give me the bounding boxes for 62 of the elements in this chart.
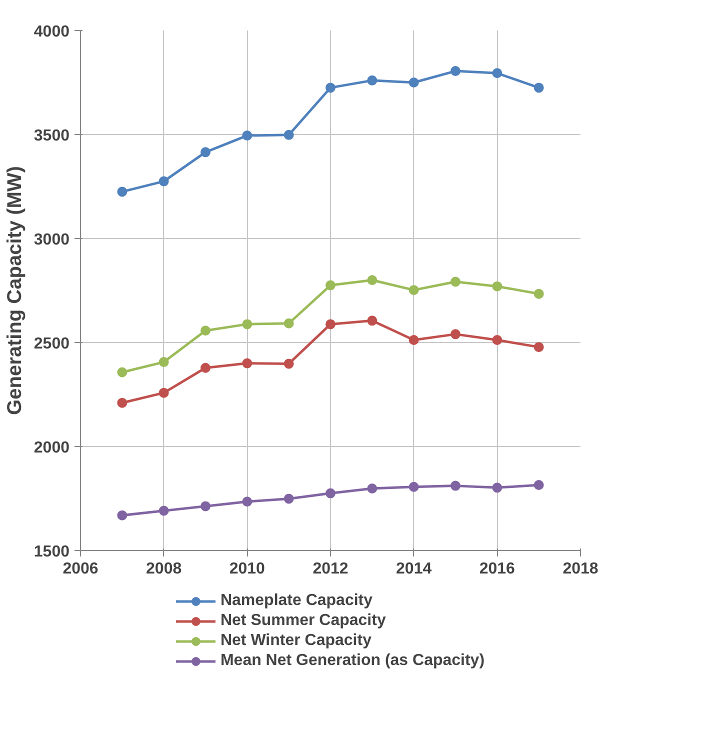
point xyxy=(242,130,252,141)
point xyxy=(492,281,502,292)
point xyxy=(450,66,460,76)
y-axis-title: Generating Capacity (MW) xyxy=(4,166,26,415)
point xyxy=(326,319,336,330)
point xyxy=(158,357,169,368)
x-tick-label: 2012 xyxy=(312,560,348,578)
point xyxy=(117,398,128,408)
point xyxy=(158,506,169,516)
point xyxy=(534,480,544,490)
point xyxy=(200,147,210,158)
x-tick-label: 2008 xyxy=(146,560,182,578)
x-tick-label: 2006 xyxy=(62,560,98,578)
x-tick-label: 2010 xyxy=(229,560,266,578)
point xyxy=(200,326,210,336)
point xyxy=(367,484,378,494)
point xyxy=(242,319,252,330)
y-tick-label: 2000 xyxy=(34,440,70,456)
y-tick-label: 1500 xyxy=(34,544,70,560)
y-tick-label: 4000 xyxy=(34,24,70,40)
point xyxy=(326,82,336,93)
point xyxy=(367,275,378,286)
point xyxy=(492,68,502,78)
point xyxy=(117,367,128,378)
point xyxy=(326,488,336,498)
point xyxy=(158,388,169,398)
point xyxy=(367,316,378,326)
point xyxy=(158,176,169,186)
point xyxy=(450,480,460,491)
x-tick-label: 2016 xyxy=(479,560,516,578)
point xyxy=(326,280,336,290)
point xyxy=(367,75,378,86)
point xyxy=(200,362,210,373)
point xyxy=(284,318,294,328)
point xyxy=(242,358,252,368)
y-tick-label: 3000 xyxy=(34,232,70,248)
point xyxy=(534,288,544,299)
legend-label: Nameplate Capacity xyxy=(220,592,373,610)
point xyxy=(408,335,419,345)
legend-label: Mean Net Generation (as Capacity) xyxy=(220,652,485,670)
point xyxy=(534,82,544,93)
y-tick-label: 2500 xyxy=(34,336,70,352)
point xyxy=(408,285,419,296)
x-tick-label: 2014 xyxy=(396,560,432,578)
legend-label: Net Winter Capacity xyxy=(220,632,372,650)
point xyxy=(534,342,544,352)
point xyxy=(284,358,294,369)
point xyxy=(284,130,294,140)
point xyxy=(117,186,128,197)
point xyxy=(408,482,419,492)
point xyxy=(450,329,460,340)
point xyxy=(408,78,419,88)
point xyxy=(242,496,252,507)
point xyxy=(492,482,502,493)
y-tick-label: 3500 xyxy=(34,128,70,144)
point xyxy=(284,494,294,504)
point xyxy=(200,501,210,512)
point xyxy=(117,510,128,520)
x-tick-label: 2018 xyxy=(562,560,598,578)
point xyxy=(450,276,460,287)
point xyxy=(492,335,502,345)
legend-label: Net Summer Capacity xyxy=(220,612,386,630)
